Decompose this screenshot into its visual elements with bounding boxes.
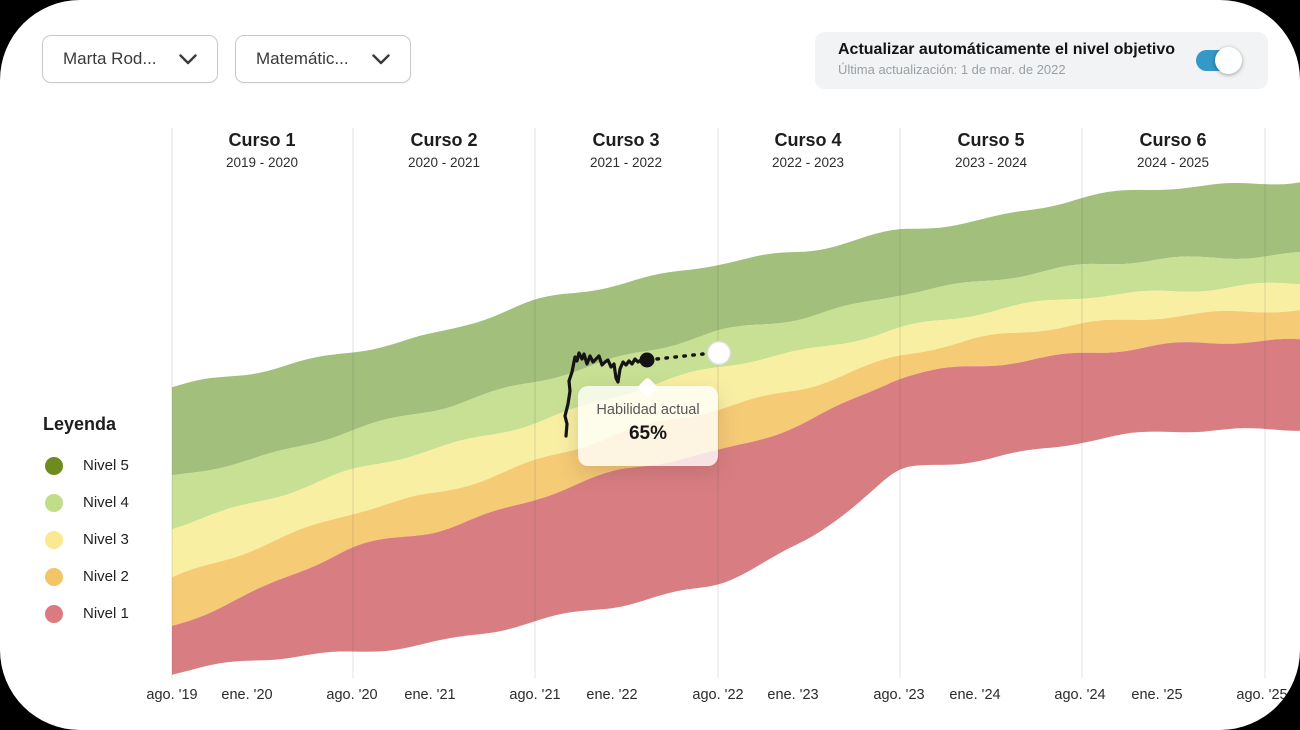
- x-tick: ago. '20: [326, 687, 378, 703]
- x-tick: ene. '21: [404, 687, 456, 703]
- band-nivel-2: [172, 310, 1300, 626]
- band-nivel-5: [172, 182, 1300, 476]
- legend-label: Nivel 2: [83, 568, 129, 585]
- student-selector-value: Marta Rod...: [63, 49, 157, 68]
- auto-update-last-update: Última actualización: 1 de mar. de 2022: [838, 62, 1066, 77]
- legend-dot-icon: [45, 530, 63, 549]
- x-tick: ene. '22: [586, 687, 638, 703]
- legend-dot-icon: [45, 604, 63, 623]
- legend-items: Nivel 5 Nivel 4 Nivel 3 Nivel 2 Nivel 1: [41, 447, 129, 632]
- auto-update-label: Actualizar automáticamente el nivel obje…: [838, 41, 1175, 58]
- course-header-1: Curso 1 2019 - 2020: [226, 130, 298, 170]
- legend-title: Leyenda: [43, 414, 117, 434]
- tooltip-arrow: [636, 376, 659, 399]
- course-label: Curso 4: [774, 130, 842, 150]
- band-nivel-4: [172, 252, 1300, 530]
- course-header-2: Curso 2 2020 - 2021: [408, 130, 480, 170]
- course-years: 2019 - 2020: [225, 155, 299, 170]
- course-header-4: Curso 4 2022 - 2023: [772, 130, 844, 170]
- legend-item-nivel-4: Nivel 4: [41, 484, 129, 521]
- target-level-point[interactable]: [706, 340, 732, 366]
- course-label: Curso 5: [957, 130, 1025, 150]
- course-header-5: Curso 5 2023 - 2024: [955, 130, 1027, 170]
- course-label: Curso 2: [410, 130, 478, 150]
- course-years: 2022 - 2023: [771, 155, 845, 170]
- x-tick: ene. '25: [1131, 687, 1183, 703]
- legend-item-nivel-5: Nivel 5: [41, 447, 129, 484]
- legend: Leyenda Nivel 5 Nivel 4 Nivel 3 Nivel 2 Nive…: [41, 414, 129, 632]
- x-tick: ago. '24: [1054, 687, 1106, 703]
- x-tick: ago. '23: [873, 687, 925, 703]
- x-tick: ago. '25: [1236, 687, 1288, 703]
- x-tick: ago. '19: [146, 687, 198, 703]
- legend-item-nivel-3: Nivel 3: [41, 521, 129, 558]
- course-years: 2023 - 2024: [954, 155, 1028, 170]
- legend-dot-icon: [45, 567, 63, 586]
- auto-update-toggle[interactable]: [1196, 47, 1242, 74]
- x-tick: ene. '24: [949, 687, 1001, 703]
- auto-update-panel: Actualizar automáticamente el nivel obje…: [815, 32, 1268, 89]
- subject-selector-value: Matemátic...: [256, 49, 349, 68]
- student-selector[interactable]: Marta Rod...: [42, 35, 218, 83]
- course-header-3: Curso 3 2021 - 2022: [590, 130, 662, 170]
- course-years: 2024 - 2025: [1136, 155, 1210, 170]
- tooltip-value: 65%: [628, 423, 668, 444]
- chevron-down-icon: [179, 53, 197, 64]
- legend-item-nivel-2: Nivel 2: [41, 558, 129, 595]
- x-tick: ago. '22: [692, 687, 744, 703]
- subject-selector[interactable]: Matemátic...: [235, 35, 411, 83]
- course-label: Curso 6: [1139, 130, 1207, 150]
- course-years: 2020 - 2021: [407, 155, 481, 170]
- band-nivel-3: [172, 282, 1300, 578]
- band-nivel-1: [172, 338, 1300, 675]
- current-ability-point[interactable]: [639, 352, 655, 368]
- legend-dot-icon: [45, 493, 63, 512]
- legend-label: Nivel 3: [83, 531, 129, 548]
- projection-line: [655, 352, 705, 361]
- course-header-6: Curso 6 2024 - 2025: [1137, 130, 1209, 170]
- course-label: Curso 1: [228, 130, 296, 150]
- legend-label: Nivel 5: [83, 457, 129, 474]
- legend-item-nivel-1: Nivel 1: [41, 595, 129, 632]
- toggle-knob: [1215, 47, 1242, 74]
- legend-dot-icon: [45, 456, 63, 475]
- course-label: Curso 3: [592, 130, 660, 150]
- x-tick: ago. '21: [509, 687, 561, 703]
- chevron-down-icon: [372, 53, 390, 64]
- tooltip-title: Habilidad actual: [596, 402, 700, 418]
- ability-tooltip: Habilidad actual 65%: [578, 376, 718, 466]
- course-years: 2021 - 2022: [589, 155, 663, 170]
- x-tick: ene. '20: [221, 687, 273, 703]
- x-tick: ene. '23: [767, 687, 819, 703]
- legend-label: Nivel 1: [83, 605, 129, 622]
- legend-label: Nivel 4: [83, 494, 129, 511]
